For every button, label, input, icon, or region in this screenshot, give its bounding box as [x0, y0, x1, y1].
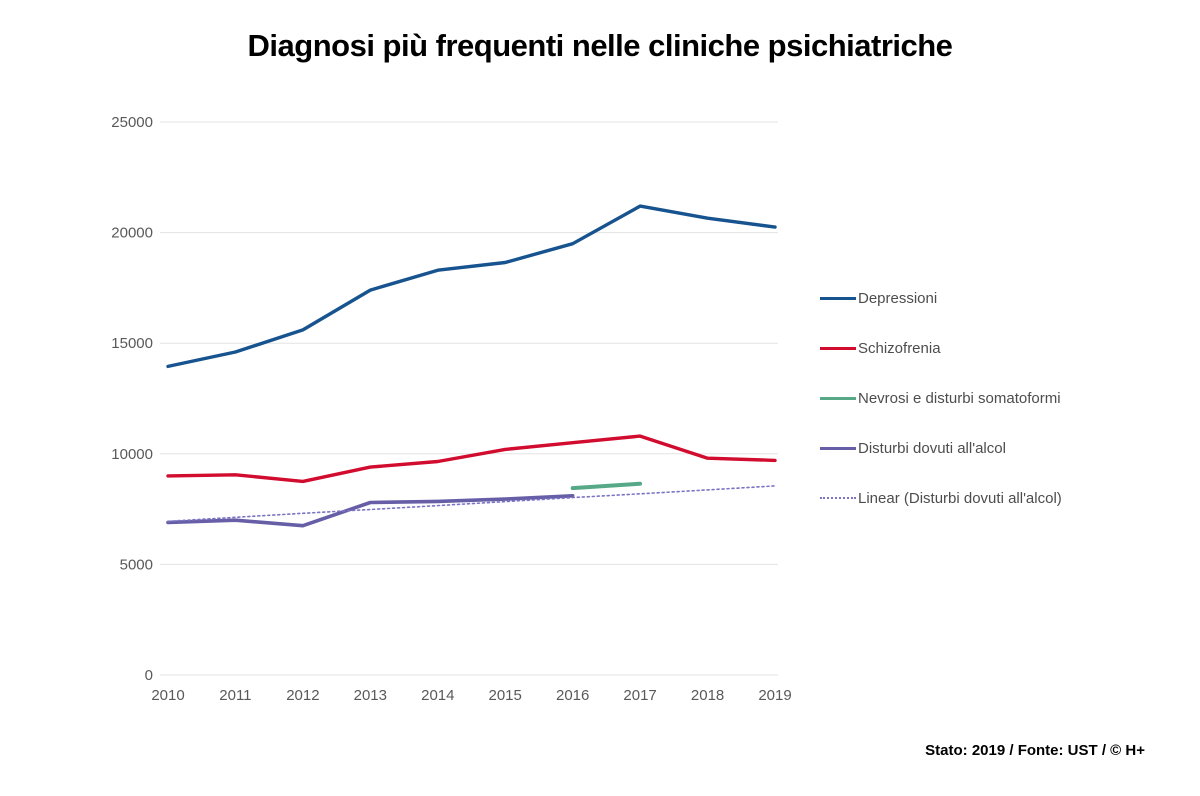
legend-item-1: Schizofrenia	[820, 338, 1120, 358]
x-tick-label: 2013	[354, 687, 387, 704]
legend-swatch-icon	[820, 296, 856, 300]
x-tick-label: 2019	[758, 687, 791, 704]
legend-swatch-icon	[820, 497, 856, 499]
legend-swatch-icon	[820, 446, 856, 450]
series-lines	[166, 204, 777, 528]
y-tick-label: 5000	[120, 556, 153, 573]
legend-label: Disturbi dovuti all'alcol	[858, 439, 1006, 457]
series-line-0	[166, 204, 777, 369]
y-axis-labels: 0 5000 10000 15000 20000 25000	[111, 114, 153, 684]
y-tick-label: 15000	[111, 335, 153, 352]
legend-label: Schizofrenia	[858, 339, 941, 357]
x-tick-label: 2014	[421, 687, 454, 704]
legend: Depressioni Schizofrenia Nevrosi e disturb…	[820, 288, 1120, 538]
x-tick-label: 2018	[691, 687, 724, 704]
x-tick-label: 2017	[623, 687, 656, 704]
legend-item-2: Nevrosi e disturbi somatoformi	[820, 388, 1120, 408]
x-tick-label: 2011	[219, 687, 251, 704]
legend-item-0: Depressioni	[820, 288, 1120, 308]
legend-label: Depressioni	[858, 289, 938, 307]
series-line-1	[166, 434, 777, 484]
legend-swatch-icon	[820, 396, 856, 400]
x-tick-label: 2016	[556, 687, 589, 704]
y-tick-label: 10000	[111, 446, 153, 463]
y-tick-label: 0	[145, 667, 153, 684]
legend-item-3: Disturbi dovuti all'alcol	[820, 438, 1120, 458]
source-note: Stato: 2019 / Fonte: UST / © H+	[925, 742, 1145, 759]
x-tick-label: 2012	[286, 687, 319, 704]
x-axis-labels: 2010 2011 2012 2013 2014 2015 2016 2017 2018 2019	[151, 687, 791, 704]
chart-title: Diagnosi più frequenti nelle cliniche ps…	[247, 28, 953, 63]
series-line-2	[570, 481, 643, 491]
legend-label: Nevrosi e disturbi somatoformi	[858, 389, 1061, 407]
x-tick-label: 2010	[151, 687, 184, 704]
x-tick-label: 2015	[489, 687, 522, 704]
series-line-3	[166, 493, 575, 528]
legend-swatch-icon	[820, 346, 856, 350]
y-tick-label: 25000	[111, 114, 153, 131]
legend-item-4: Linear (Disturbi dovuti all'alcol)	[820, 488, 1120, 508]
y-tick-label: 20000	[111, 225, 153, 242]
legend-label: Linear (Disturbi dovuti all'alcol)	[858, 489, 1062, 507]
series-line-4	[167, 485, 776, 523]
gridlines	[160, 121, 778, 676]
